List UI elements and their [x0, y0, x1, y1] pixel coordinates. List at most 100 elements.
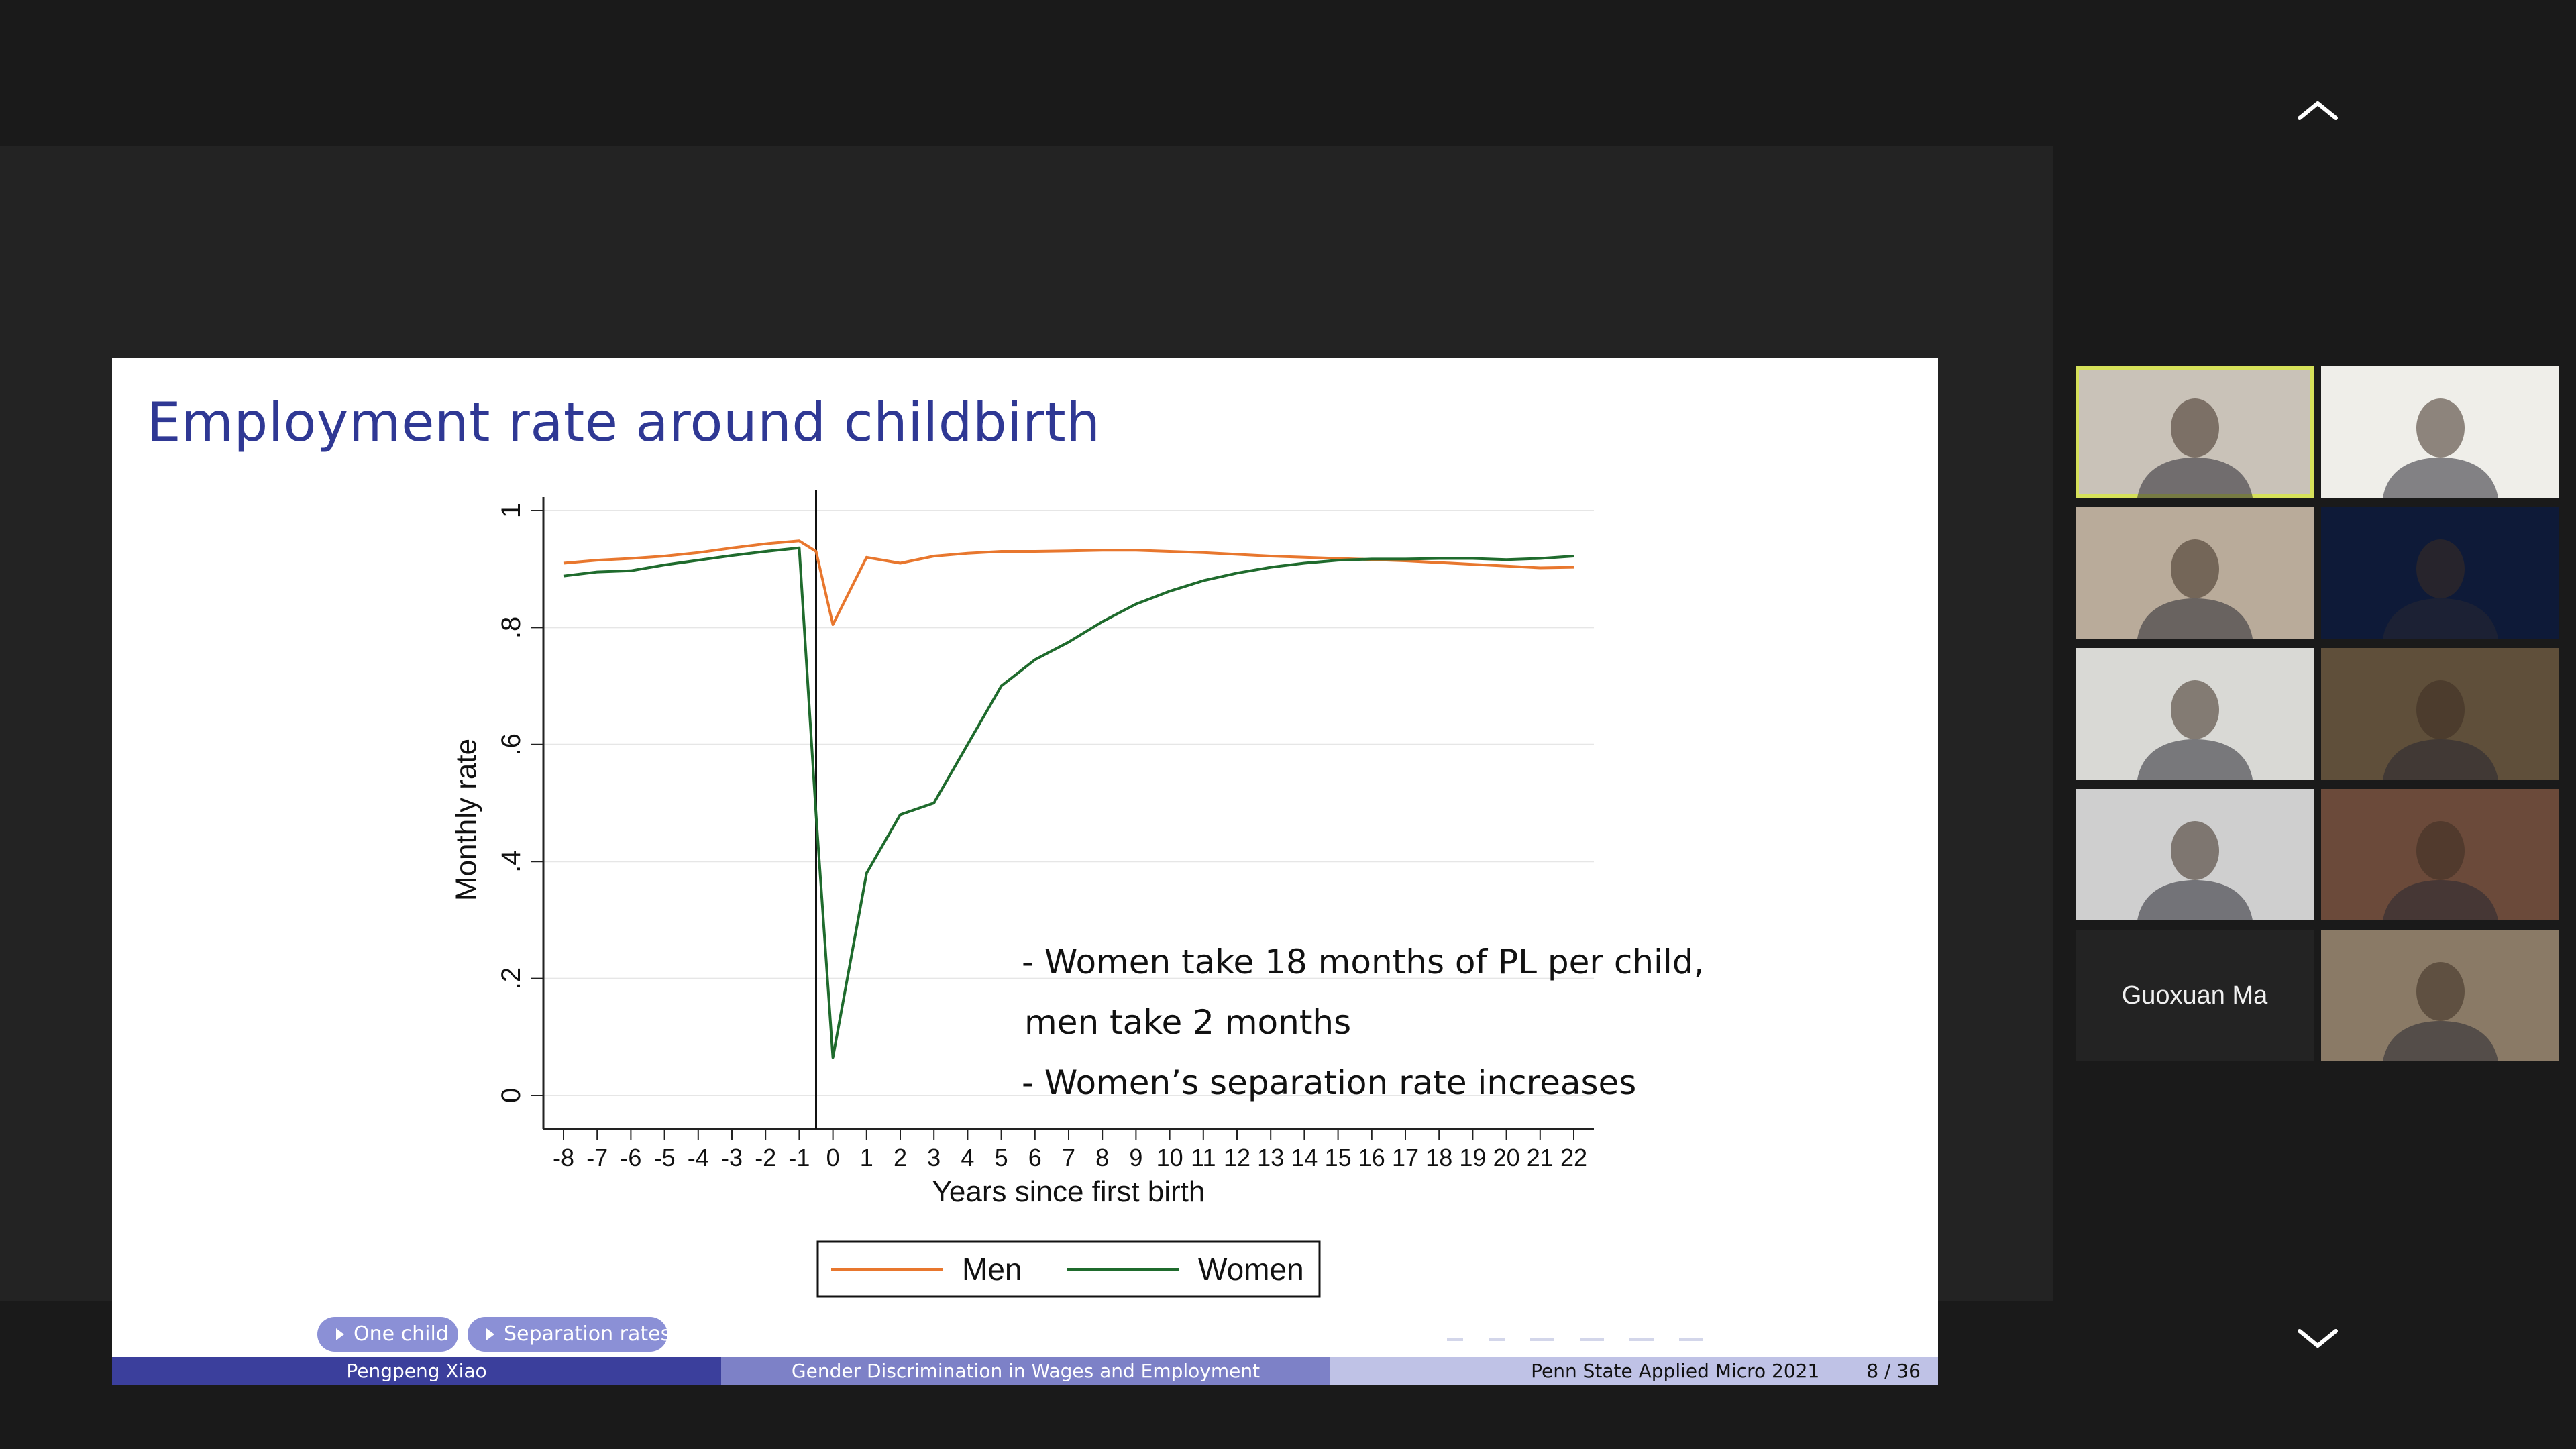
- one-child-button-label: One child: [354, 1322, 449, 1346]
- shared-screen-area: Employment rate around childbirth 0 .2 .4.…: [0, 146, 2053, 1385]
- y-tick-label: 0: [496, 1088, 526, 1103]
- person-silhouette-icon: [2137, 539, 2253, 639]
- annotation-line-3: - Women’s separation rate increases: [1022, 1063, 1637, 1102]
- y-tick-label: .4: [496, 851, 526, 873]
- one-child-button[interactable]: One child: [317, 1317, 458, 1352]
- participant-name: [2321, 789, 2559, 920]
- participant-name: [2321, 507, 2559, 639]
- play-triangle-icon: [486, 1328, 494, 1340]
- participant-tile[interactable]: [2321, 507, 2559, 639]
- participant-tile[interactable]: [2076, 366, 2314, 498]
- series-line-men: [563, 539, 1574, 626]
- x-tick-label: 11: [1191, 1144, 1216, 1171]
- y-tick-label: .2: [496, 967, 526, 989]
- person-body-shape: [2383, 739, 2498, 780]
- nav-frame-icon[interactable]: [1489, 1329, 1505, 1341]
- participant-tile[interactable]: [2076, 507, 2314, 639]
- x-tick-label: 17: [1392, 1144, 1419, 1171]
- person-head-shape: [2416, 680, 2465, 739]
- person-silhouette-icon: [2383, 680, 2498, 780]
- separation-rates-button[interactable]: Separation rates: [468, 1317, 671, 1352]
- x-tick-label: -4: [688, 1144, 709, 1171]
- nav-subsection-icon[interactable]: [1530, 1329, 1554, 1341]
- participant-tile[interactable]: [2076, 648, 2314, 780]
- beamer-navigation-symbols[interactable]: [1447, 1322, 1703, 1348]
- chevron-up-icon[interactable]: [2294, 87, 2341, 134]
- person-body-shape: [2137, 458, 2253, 498]
- x-tick-label: -7: [586, 1144, 608, 1171]
- person-head-shape: [2171, 398, 2219, 458]
- footer-page-number: 8 / 36: [1866, 1360, 1921, 1382]
- person-body-shape: [2137, 880, 2253, 920]
- y-tick-label: 1: [496, 503, 526, 518]
- footer-right: Penn State Applied Micro 2021 8 / 36: [1330, 1357, 1938, 1385]
- x-axis-ticks: -8 -7 -6 -5 -4 -3 -2 -1 0 1 2 3 4 5 6 7 8 9 10 11 12 13 14 15 16…: [553, 1129, 1587, 1171]
- person-head-shape: [2416, 398, 2465, 458]
- person-body-shape: [2137, 598, 2253, 639]
- x-tick-label: 14: [1291, 1144, 1318, 1171]
- participant-name: [2321, 648, 2559, 780]
- series-layer: [563, 539, 1574, 1059]
- person-silhouette-icon: [2137, 398, 2253, 498]
- y-axis-title: Monthly rate: [450, 739, 483, 901]
- x-tick-label: 6: [1028, 1144, 1042, 1171]
- x-tick-label: -8: [553, 1144, 574, 1171]
- y-axis-ticks: 0 .2 .4 .6 .8 1: [496, 503, 543, 1103]
- x-tick-label: 3: [927, 1144, 941, 1171]
- presentation-slide: Employment rate around childbirth 0 .2 .4.…: [112, 358, 1938, 1385]
- x-tick-label: 18: [1426, 1144, 1452, 1171]
- x-tick-label: 9: [1129, 1144, 1142, 1171]
- x-tick-label: 20: [1493, 1144, 1520, 1171]
- participant-tile[interactable]: [2076, 789, 2314, 920]
- participant-name: [2076, 648, 2314, 780]
- x-tick-label: 22: [1560, 1144, 1587, 1171]
- x-tick-label: 12: [1224, 1144, 1250, 1171]
- participant-name: [2321, 366, 2559, 498]
- employment-chart: 0.2.4.6.81 -8 -7 -6 -5 -4 -3 -2 -1 0 1 2 3 4 5 6 7 8 9 10 1…: [450, 490, 1594, 1298]
- x-tick-label: 19: [1459, 1144, 1486, 1171]
- participant-tile[interactable]: Guoxuan Ma: [2076, 930, 2314, 1061]
- nav-document-icon[interactable]: [1629, 1329, 1654, 1341]
- play-triangle-icon: [336, 1328, 344, 1340]
- person-silhouette-icon: [2137, 821, 2253, 920]
- person-head-shape: [2171, 539, 2219, 598]
- nav-slide-icon[interactable]: [1447, 1329, 1463, 1341]
- person-head-shape: [2416, 962, 2465, 1021]
- x-tick-label: -5: [654, 1144, 676, 1171]
- gridlines: [543, 510, 1594, 1096]
- series-line-women: [563, 546, 1574, 1059]
- annotation-line-1: - Women take 18 months of PL per child,: [1022, 943, 1705, 981]
- person-head-shape: [2171, 680, 2219, 739]
- x-tick-label: 15: [1325, 1144, 1352, 1171]
- participant-tile[interactable]: [2321, 366, 2559, 498]
- slide-title: Employment rate around childbirth: [147, 391, 1101, 453]
- y-tick-label: .6: [496, 733, 526, 755]
- x-tick-label: 8: [1095, 1144, 1109, 1171]
- participant-tile[interactable]: [2321, 789, 2559, 920]
- person-head-shape: [2171, 821, 2219, 880]
- participant-tile[interactable]: [2321, 648, 2559, 780]
- chart-legend: Men Women: [816, 1240, 1321, 1298]
- person-silhouette-icon: [2383, 398, 2498, 498]
- footer-venue: Penn State Applied Micro 2021: [1531, 1360, 1820, 1382]
- nav-section-icon[interactable]: [1580, 1329, 1604, 1341]
- separation-rates-button-label: Separation rates: [504, 1322, 672, 1346]
- participant-tile[interactable]: [2321, 930, 2559, 1061]
- footer-title: Gender Discrimination in Wages and Emplo…: [721, 1357, 1330, 1385]
- x-tick-label: 21: [1527, 1144, 1554, 1171]
- chevron-down-icon[interactable]: [2294, 1315, 2341, 1362]
- legend-label-women: Women: [1198, 1252, 1304, 1287]
- participant-name: [2076, 789, 2314, 920]
- person-silhouette-icon: [2383, 962, 2498, 1061]
- annotation-line-2: men take 2 months: [1024, 1003, 1352, 1042]
- x-tick-label: 0: [826, 1144, 840, 1171]
- person-body-shape: [2383, 458, 2498, 498]
- nav-search-icon[interactable]: [1679, 1329, 1703, 1341]
- x-axis-title: Years since first birth: [932, 1175, 1205, 1208]
- x-tick-label: 16: [1358, 1144, 1385, 1171]
- slide-footer: Pengpeng Xiao Gender Discrimination in W…: [112, 1357, 1938, 1385]
- x-tick-label: 5: [995, 1144, 1008, 1171]
- person-body-shape: [2383, 598, 2498, 639]
- participant-name: [2321, 930, 2559, 1061]
- x-tick-label: -3: [721, 1144, 743, 1171]
